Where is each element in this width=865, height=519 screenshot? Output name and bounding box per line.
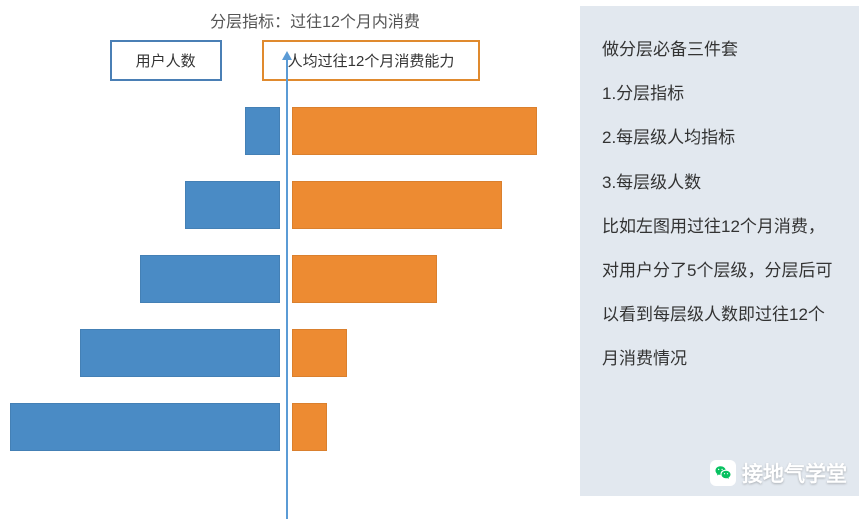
bar-right bbox=[292, 255, 437, 303]
legend-row: 用户人数 人均过往12个月消费能力 bbox=[0, 40, 570, 81]
legend-left: 用户人数 bbox=[110, 40, 222, 81]
bar-left bbox=[10, 403, 280, 451]
bar-row bbox=[0, 403, 570, 451]
chart-body bbox=[0, 99, 570, 509]
panel-line: 3.每层级人数 bbox=[602, 161, 837, 205]
bar-row bbox=[0, 329, 570, 377]
panel-line: 做分层必备三件套 bbox=[602, 28, 837, 72]
bar-left bbox=[140, 255, 280, 303]
bar-row bbox=[0, 181, 570, 229]
watermark: 接地气学堂 bbox=[710, 458, 847, 488]
chart-title: 分层指标：过往12个月内消费 bbox=[0, 8, 570, 32]
legend-right: 人均过往12个月消费能力 bbox=[262, 40, 481, 81]
bar-left bbox=[185, 181, 280, 229]
side-panel: 做分层必备三件套1.分层指标2.每层级人均指标3.每层级人数比如左图用过往12个… bbox=[580, 6, 859, 496]
wechat-icon bbox=[710, 460, 736, 486]
watermark-text: 接地气学堂 bbox=[742, 458, 847, 488]
panel-line: 1.分层指标 bbox=[602, 72, 837, 116]
bar-left bbox=[80, 329, 280, 377]
bar-right bbox=[292, 329, 347, 377]
panel-line: 比如左图用过往12个月消费，对用户分了5个层级，分层后可以看到每层级人数即过往1… bbox=[602, 205, 837, 382]
bar-left bbox=[245, 107, 280, 155]
bar-row bbox=[0, 255, 570, 303]
bar-right bbox=[292, 403, 327, 451]
bar-right bbox=[292, 181, 502, 229]
panel-line: 2.每层级人均指标 bbox=[602, 116, 837, 160]
bar-row bbox=[0, 107, 570, 155]
bar-right bbox=[292, 107, 537, 155]
chart-area: 分层指标：过往12个月内消费 用户人数 人均过往12个月消费能力 bbox=[0, 0, 570, 502]
